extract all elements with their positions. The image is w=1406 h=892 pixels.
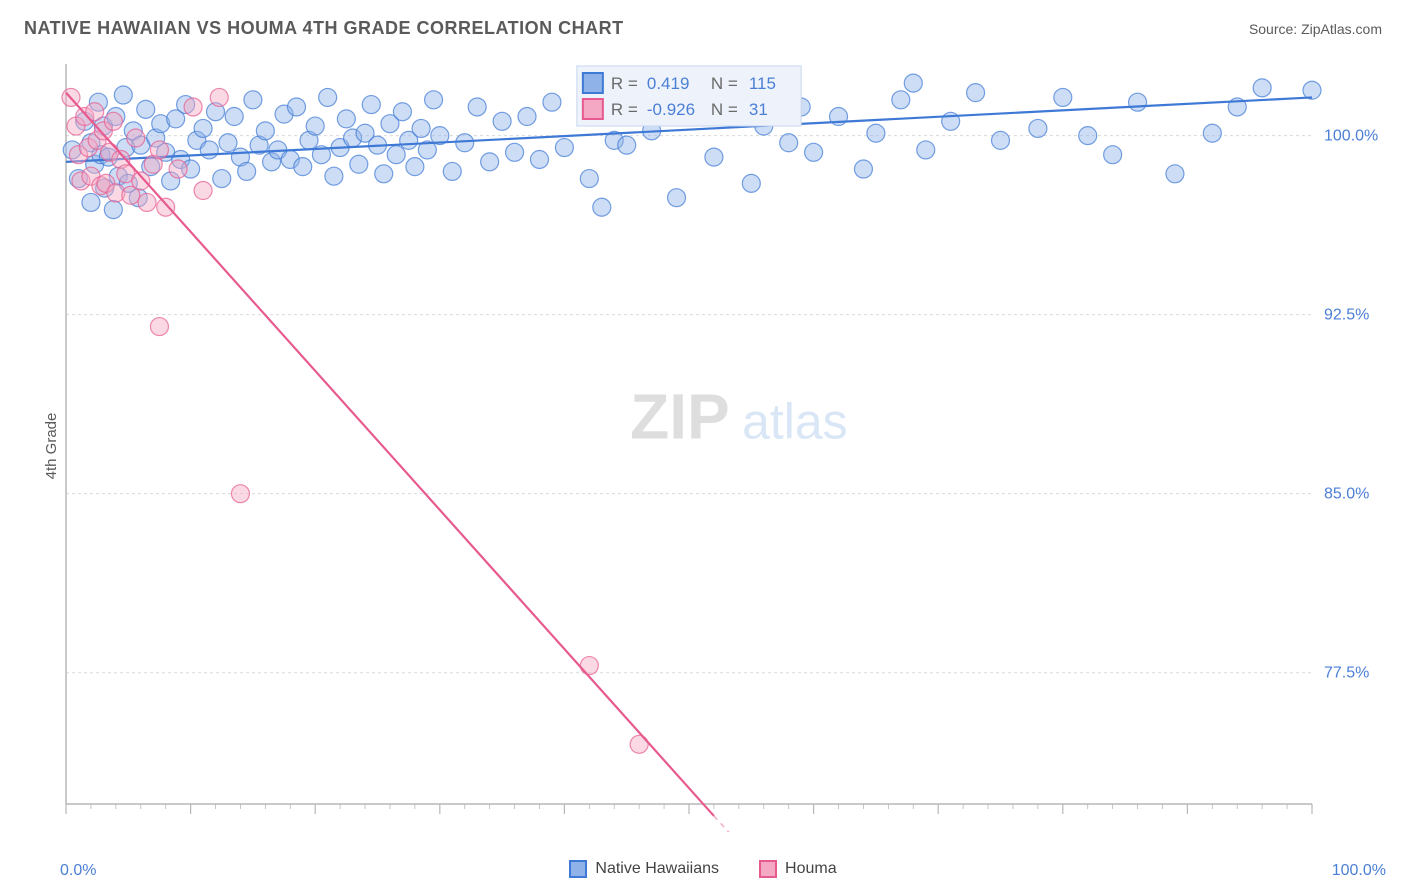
svg-text:ZIP: ZIP	[630, 380, 730, 452]
svg-text:N =: N =	[711, 100, 738, 119]
svg-text:-0.926: -0.926	[647, 100, 695, 119]
scatter-chart: 77.5% 85.0% 92.5% 100.0% ZIPatlas R = 0.419 N =…	[60, 60, 1386, 832]
svg-text:100.0%: 100.0%	[1324, 128, 1378, 145]
svg-text:115: 115	[749, 74, 776, 93]
chart-title: NATIVE HAWAIIAN VS HOUMA 4TH GRADE CORRE…	[24, 18, 624, 39]
svg-text:31: 31	[749, 100, 768, 119]
svg-text:92.5%: 92.5%	[1324, 307, 1369, 324]
y-axis-label: 4th Grade	[43, 413, 60, 480]
legend-label: Native Hawaiians	[595, 860, 719, 878]
source-label: Source: ZipAtlas.com	[1249, 21, 1382, 37]
svg-text:85.0%: 85.0%	[1324, 486, 1369, 503]
svg-text:N =: N =	[711, 74, 738, 93]
svg-text:77.5%: 77.5%	[1324, 665, 1369, 682]
chart-area: 77.5% 85.0% 92.5% 100.0% ZIPatlas R = 0.419 N =…	[60, 60, 1386, 832]
legend: Native Hawaiians Houma	[0, 860, 1406, 878]
svg-text:0.419: 0.419	[647, 74, 690, 93]
legend-swatch-icon	[569, 860, 587, 878]
legend-swatch-icon	[759, 860, 777, 878]
legend-item-native-hawaiians: Native Hawaiians	[569, 860, 719, 878]
svg-text:atlas: atlas	[742, 393, 847, 449]
legend-item-houma: Houma	[759, 860, 837, 878]
svg-text:R =: R =	[611, 74, 638, 93]
svg-text:R =: R =	[611, 100, 638, 119]
legend-label: Houma	[785, 860, 837, 878]
